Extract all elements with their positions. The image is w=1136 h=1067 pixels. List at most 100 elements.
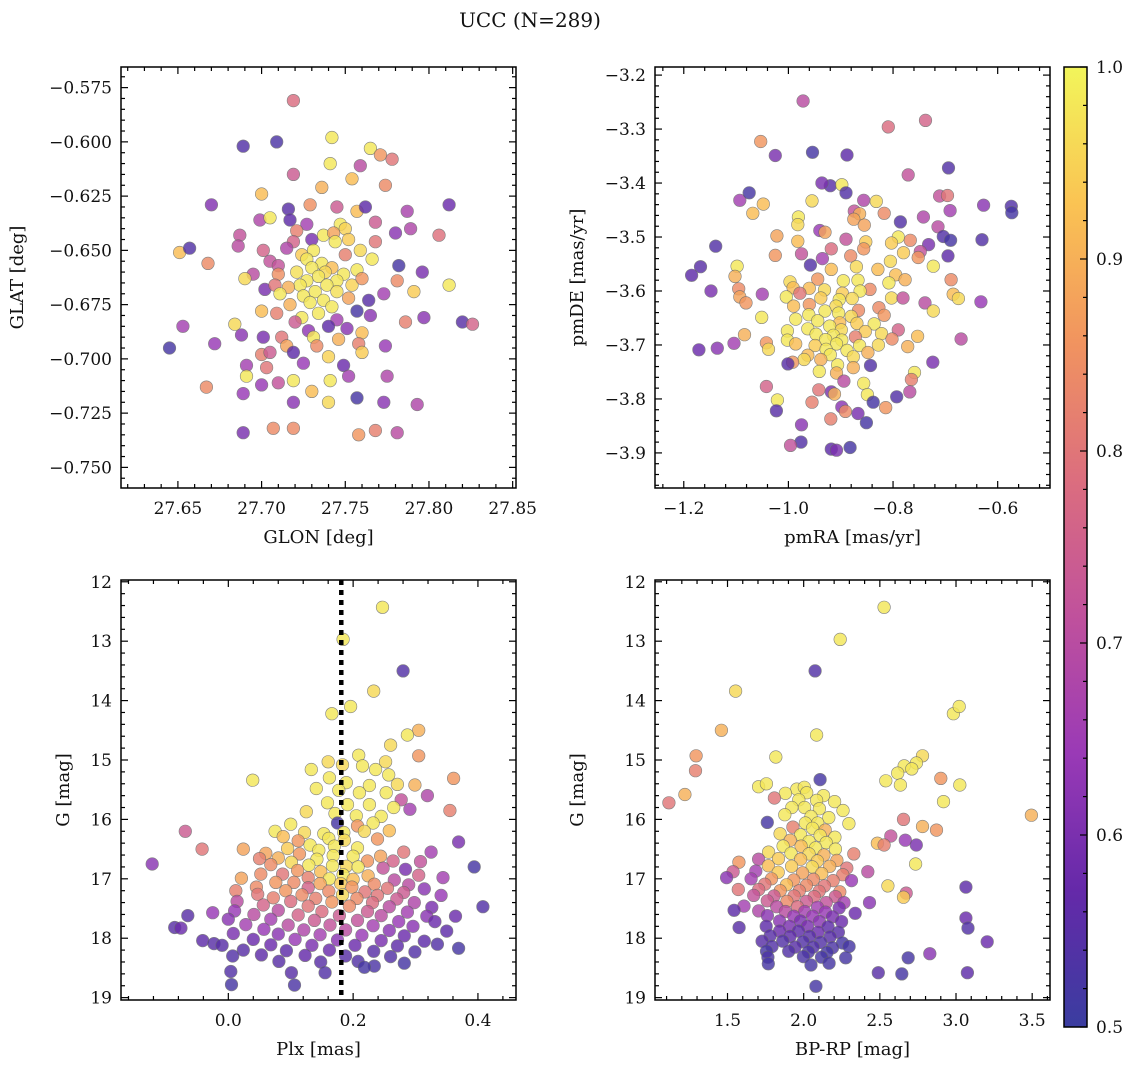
data-point xyxy=(251,887,265,901)
data-point xyxy=(286,93,301,108)
data-point xyxy=(315,904,329,919)
data-point xyxy=(781,357,795,371)
data-point xyxy=(224,964,238,979)
data-point xyxy=(961,921,975,935)
data-point xyxy=(761,845,776,859)
data-point xyxy=(231,239,245,253)
data-point xyxy=(805,395,819,409)
data-point xyxy=(926,355,940,369)
data-point xyxy=(436,870,450,885)
data-point xyxy=(380,881,395,895)
data-point xyxy=(812,364,826,379)
data-point xyxy=(911,250,925,265)
data-point xyxy=(883,254,898,268)
data-point xyxy=(954,332,968,346)
data-point xyxy=(352,786,367,800)
data-point xyxy=(332,332,346,346)
data-point xyxy=(898,833,912,847)
data-point xyxy=(879,774,893,788)
data-point xyxy=(784,846,798,860)
data-point xyxy=(901,340,915,354)
data-point xyxy=(941,249,955,263)
x-tick-label: 27.65 xyxy=(154,499,203,519)
data-point xyxy=(307,913,322,928)
data-point xyxy=(350,913,365,928)
data-point xyxy=(236,387,250,401)
data-point xyxy=(975,233,989,247)
data-point xyxy=(846,361,860,375)
data-point xyxy=(281,918,295,932)
data-point xyxy=(710,341,724,355)
data-point xyxy=(204,198,218,212)
data-point xyxy=(833,632,847,647)
data-point xyxy=(805,194,819,208)
data-point xyxy=(264,912,278,926)
y-tick-label: 18 xyxy=(624,929,646,949)
data-point xyxy=(818,225,832,239)
data-point xyxy=(400,905,415,919)
data-point xyxy=(733,193,747,207)
data-point xyxy=(378,339,393,353)
data-point xyxy=(727,903,741,917)
x-tick-label: 2.5 xyxy=(866,1011,893,1031)
x-axis-label: pmRA [mas/yr] xyxy=(784,527,921,548)
data-point xyxy=(376,861,390,875)
data-point xyxy=(797,800,812,815)
data-point xyxy=(226,949,240,963)
y-tick-label: 15 xyxy=(90,751,112,771)
data-point xyxy=(877,308,891,322)
data-point xyxy=(284,966,299,980)
colorbar-tick-label: 0.7 xyxy=(1096,634,1123,654)
data-point xyxy=(246,773,260,787)
data-point xyxy=(796,94,810,108)
data-point xyxy=(857,218,871,232)
data-point xyxy=(325,130,339,145)
data-point xyxy=(940,188,955,203)
data-point xyxy=(390,939,405,953)
y-tick-label: −3.8 xyxy=(605,390,646,410)
data-point xyxy=(839,951,853,965)
data-point xyxy=(201,256,215,271)
data-point xyxy=(797,352,811,367)
data-point xyxy=(926,304,940,318)
data-point xyxy=(768,148,782,163)
data-point xyxy=(893,778,908,792)
data-point xyxy=(776,934,790,948)
data-point xyxy=(793,286,807,300)
data-point xyxy=(321,395,336,409)
axis-ticks xyxy=(121,67,516,488)
data-point xyxy=(407,285,421,299)
data-point xyxy=(382,824,396,838)
data-point xyxy=(812,383,826,397)
data-point xyxy=(779,290,793,304)
data-point xyxy=(255,378,269,392)
data-point xyxy=(693,260,708,274)
data-point xyxy=(739,296,753,310)
data-point xyxy=(373,148,388,162)
data-point xyxy=(318,966,332,980)
data-point xyxy=(325,300,339,314)
data-point xyxy=(943,204,957,218)
data-point xyxy=(390,274,404,288)
data-point xyxy=(281,202,296,216)
data-point xyxy=(367,944,381,958)
data-point xyxy=(452,835,466,849)
data-point xyxy=(754,134,768,149)
data-point xyxy=(195,842,209,856)
data-point xyxy=(297,923,311,937)
data-point xyxy=(871,338,886,352)
data-point xyxy=(246,932,260,947)
data-point xyxy=(840,148,854,162)
data-point xyxy=(903,385,917,399)
data-point xyxy=(838,404,853,419)
data-point xyxy=(842,939,856,954)
data-point xyxy=(342,291,356,305)
data-point xyxy=(397,845,411,859)
data-point xyxy=(236,426,250,440)
data-point xyxy=(374,849,388,863)
data-point xyxy=(350,391,364,405)
data-point xyxy=(909,838,923,852)
data-point xyxy=(827,794,842,809)
y-tick-label: −3.3 xyxy=(605,120,646,140)
data-point xyxy=(824,262,838,277)
